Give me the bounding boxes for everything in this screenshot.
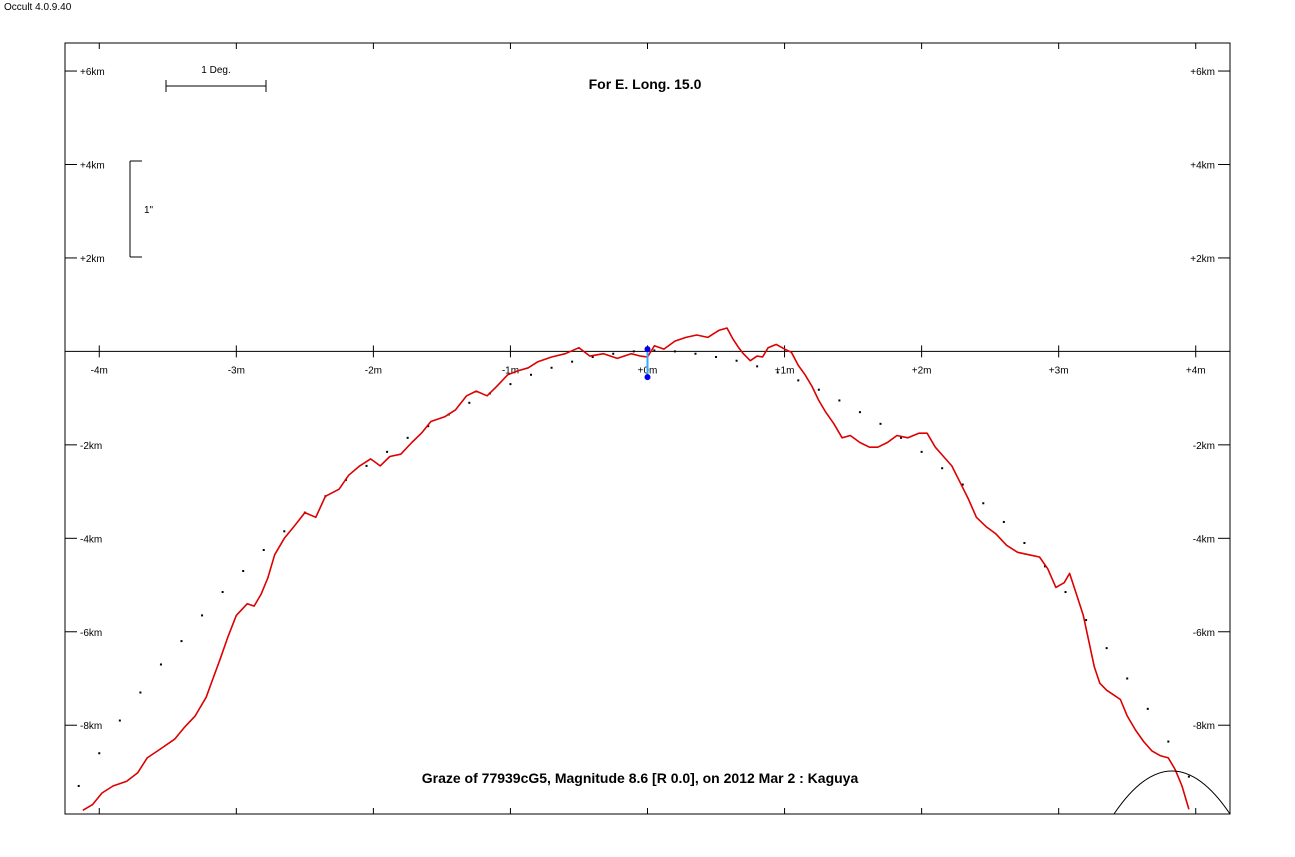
x-tick-label: -4m — [91, 365, 108, 376]
mean-limb-point — [386, 450, 389, 453]
plot-frame — [64, 42, 1231, 815]
moon-edge-arc — [1113, 770, 1231, 815]
vertical-scale-label: 1" — [144, 205, 154, 216]
x-tick-label: +4m — [1186, 365, 1206, 376]
observer-layer — [644, 346, 651, 381]
mean-limb-point — [1167, 740, 1170, 743]
y-tick-label-left: +6km — [80, 67, 105, 78]
y-tick-label-left: -4km — [80, 534, 102, 545]
x-tick-label: +3m — [1049, 365, 1069, 376]
y-tick-label-right: -8km — [1193, 721, 1215, 732]
y-tick-label-right: +4km — [1190, 160, 1215, 171]
mean-limb-point — [77, 784, 80, 787]
mean-limb-point — [632, 350, 635, 353]
mean-limb-point — [1146, 707, 1149, 710]
observer-point-top — [644, 346, 651, 353]
mean-limb-point — [982, 502, 985, 505]
mean-limb-point — [98, 752, 101, 755]
arc-layer — [1113, 770, 1231, 815]
mean-limb-point — [694, 352, 697, 355]
mean-limb-point — [365, 464, 368, 467]
mean-limb-point — [879, 422, 882, 425]
y-tick-label-right: +6km — [1190, 67, 1215, 78]
mean-limb-point — [838, 399, 841, 402]
y-tick-label-right: -4km — [1193, 534, 1215, 545]
y-tick-label-left: -6km — [80, 628, 102, 639]
mean-limb-point — [817, 388, 820, 391]
x-tick-label: +1m — [775, 365, 795, 376]
mean-limb-point — [427, 425, 430, 428]
mean-limb-point — [1126, 677, 1129, 680]
mean-limb-point — [221, 591, 224, 594]
mean-limb-point — [797, 379, 800, 382]
mean-limb-point — [776, 371, 779, 374]
mean-limb-point — [159, 663, 162, 666]
mean-limb-point — [1085, 619, 1088, 622]
mean-limb-point — [1023, 541, 1026, 544]
mean-limb-point — [1043, 565, 1046, 568]
chart-title: For E. Long. 15.0 — [589, 76, 702, 92]
mean-limb-point — [571, 360, 574, 363]
mean-limb-point — [530, 373, 532, 376]
mean-limb-point — [673, 350, 676, 353]
x-tick-label: -2m — [365, 365, 382, 376]
x-tick-label: -3m — [228, 365, 245, 376]
mean-limb-point — [756, 365, 759, 368]
y-tick-label-left: -2km — [80, 441, 102, 452]
mean-limb-point — [591, 356, 594, 359]
mean-limb-point — [201, 614, 204, 617]
mean-limb-point — [735, 359, 738, 362]
x-tick-label: +2m — [912, 365, 932, 376]
mean-limb-point — [283, 530, 286, 533]
mean-limb-point — [715, 356, 718, 359]
mean-limb-point — [1064, 591, 1067, 594]
y-tick-label-right: +2km — [1190, 254, 1215, 265]
mean-limb-point — [509, 383, 512, 386]
y-tick-label-right: -2km — [1193, 441, 1215, 452]
mean-limb-point — [1105, 647, 1108, 650]
mean-limb-point — [550, 366, 553, 369]
mean-limb-dots — [77, 349, 1190, 787]
y-tick-label-left: -8km — [80, 721, 102, 732]
mean-limb-point — [653, 349, 656, 352]
app-title: Occult 4.0.9.40 — [4, 2, 72, 13]
mean-limb-point — [612, 352, 615, 355]
limb-profile-layer — [82, 327, 1190, 811]
mean-limb-point — [941, 467, 944, 470]
mean-limb-point — [920, 450, 923, 453]
x-tick-label: -1m — [502, 365, 519, 376]
scale-bars: 1 Deg. 1" — [129, 65, 267, 258]
mean-limb-point — [468, 401, 471, 404]
mean-limb-point — [118, 719, 121, 722]
y-tick-label-left: +4km — [80, 160, 105, 171]
mean-limb-point — [242, 570, 245, 573]
mean-limb-point — [262, 548, 265, 551]
mean-limb-point — [180, 640, 183, 643]
observer-point-bottom — [644, 374, 651, 381]
mean-limb-point — [858, 411, 861, 414]
mean-limb-point — [139, 691, 142, 694]
chart-footer: Graze of 77939cG5, Magnitude 8.6 [R 0.0]… — [422, 770, 859, 786]
limb-profile-line — [82, 327, 1190, 811]
horizontal-scale-label: 1 Deg. — [201, 65, 230, 76]
mean-limb-point — [961, 483, 964, 486]
axes-layer: -4m-3m-2m-1m+0m+1m+2m+3m+4m+6km+6km+4km+… — [64, 42, 1231, 815]
mean-limb-point — [900, 436, 903, 439]
mean-limb-point — [406, 436, 409, 439]
y-tick-label-right: -6km — [1193, 628, 1215, 639]
y-tick-label-left: +2km — [80, 254, 105, 265]
mean-limb-point — [1002, 520, 1005, 523]
mean-limb-point — [1187, 775, 1190, 778]
